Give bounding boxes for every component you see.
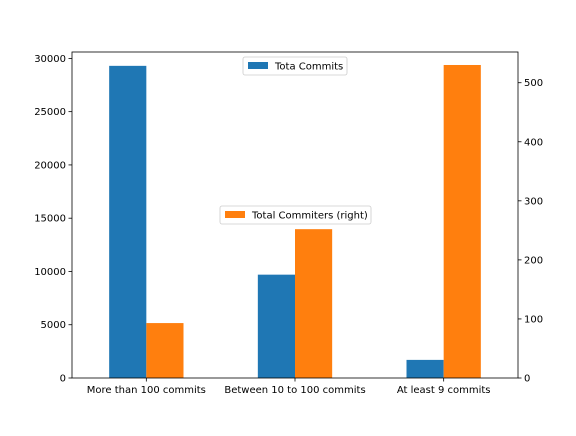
y-left-tick-label-3: 15000 xyxy=(34,214,66,225)
y-left-tick-label-5: 25000 xyxy=(34,107,66,118)
bar-commits-0 xyxy=(109,65,147,378)
legend-box-1 xyxy=(219,205,372,225)
bar-commits-2 xyxy=(406,359,444,378)
bar-commits-1 xyxy=(257,274,295,378)
x-tick-label-1: Between 10 to 100 commits xyxy=(224,385,365,396)
legend-label-1: Total Commiters (right) xyxy=(251,211,368,222)
y-right-tick-label-2: 200 xyxy=(524,255,543,266)
y-left-tick-label-6: 30000 xyxy=(34,54,66,65)
y-right-tick-label-4: 400 xyxy=(524,137,543,148)
y-left-tick-label-1: 5000 xyxy=(41,320,66,331)
bar-commiters-2 xyxy=(443,64,481,379)
y-right-tick-label-0: 0 xyxy=(524,374,530,385)
x-tick-label-2: At least 9 commits xyxy=(397,385,491,396)
bar-commiters-0 xyxy=(146,323,184,378)
y-right-tick-label-1: 100 xyxy=(524,314,543,325)
legend-box-0 xyxy=(242,56,348,76)
y-right-tick-label-5: 500 xyxy=(524,78,543,89)
legend-swatch-1 xyxy=(225,211,245,218)
y-left-tick-label-0: 0 xyxy=(60,374,66,385)
y-right-tick-label-3: 300 xyxy=(524,196,543,207)
y-left-tick-label-4: 20000 xyxy=(34,160,66,171)
bar-commiters-1 xyxy=(295,229,333,378)
legend-label-0: Tota Commits xyxy=(274,62,343,73)
x-tick-label-0: More than 100 commits xyxy=(87,385,206,396)
legend-swatch-0 xyxy=(248,62,268,69)
y-left-tick-label-2: 10000 xyxy=(34,267,66,278)
